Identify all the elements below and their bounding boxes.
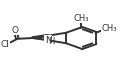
Text: H: H — [48, 37, 54, 46]
Text: O: O — [11, 26, 18, 35]
Text: N: N — [45, 36, 52, 45]
Text: CH₃: CH₃ — [102, 24, 117, 33]
Text: Cl: Cl — [1, 40, 9, 49]
Text: CH₃: CH₃ — [73, 14, 89, 23]
